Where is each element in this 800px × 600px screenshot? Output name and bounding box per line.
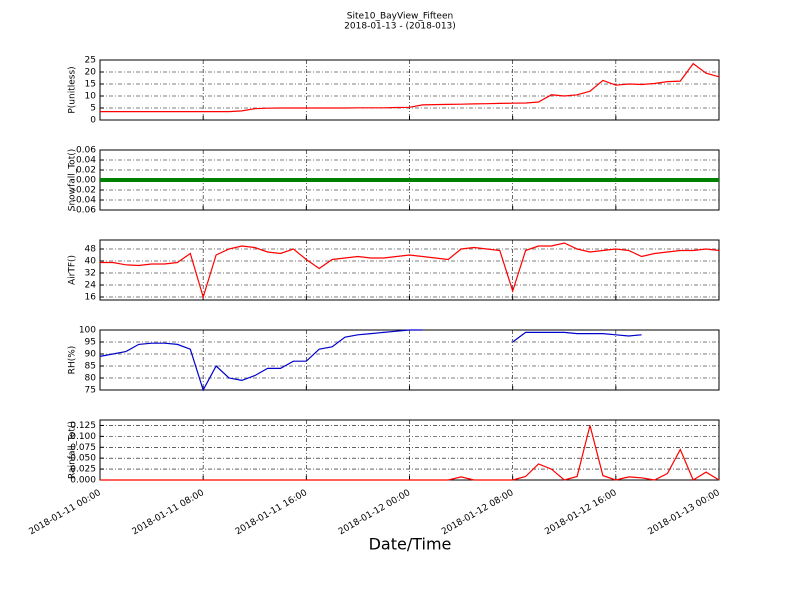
x-tick-label: 2018-01-12 00:00 — [337, 488, 412, 537]
y-tick-label: 0.000 — [70, 476, 96, 486]
y-tick-label: 0.025 — [70, 465, 96, 475]
y-tick-label: 90 — [85, 350, 97, 360]
y-tick-label: 0.02 — [76, 166, 96, 176]
y-axis-label: AirTF() — [68, 255, 78, 285]
y-tick-label: 0.075 — [70, 443, 96, 453]
y-tick-label: 0.050 — [70, 454, 96, 464]
y-tick-label: 32 — [85, 269, 96, 279]
y-tick-label: 100 — [79, 326, 96, 336]
y-tick-label: 85 — [85, 362, 96, 372]
y-tick-label: 0.00 — [76, 176, 96, 186]
x-tick-label: 2018-01-12 16:00 — [543, 488, 618, 537]
y-tick-label: 16 — [85, 293, 97, 303]
chart-title: Site10_BayView_Fifteen — [347, 12, 453, 22]
chart-subtitle: 2018-01-13 - (2018-013) — [344, 22, 456, 32]
y-tick-label: 80 — [85, 374, 97, 384]
y-axis-label: P(unitless) — [68, 66, 78, 113]
x-tick-label: 2018-01-11 00:00 — [28, 488, 103, 537]
y-tick-label: -0.06 — [73, 206, 97, 216]
y-tick-label: 48 — [85, 245, 97, 255]
y-tick-label: 10 — [85, 92, 97, 102]
y-tick-label: 0.04 — [76, 156, 96, 166]
y-tick-label: 40 — [85, 257, 97, 267]
x-tick-label: 2018-01-11 08:00 — [131, 488, 206, 537]
y-tick-label: 5 — [90, 104, 96, 114]
data-line — [100, 425, 720, 481]
y-tick-label: 0.125 — [70, 421, 96, 431]
y-tick-label: 25 — [85, 56, 96, 66]
data-line — [100, 242, 720, 300]
y-axis-label: RH(%) — [68, 346, 78, 375]
x-tick-label: 2018-01-12 08:00 — [440, 488, 515, 537]
y-tick-label: 0.100 — [70, 432, 96, 442]
data-line — [100, 62, 720, 113]
data-line — [99, 329, 642, 392]
y-tick-label: 24 — [85, 281, 97, 291]
y-tick-label: 0.06 — [76, 146, 96, 156]
y-tick-label: 15 — [85, 80, 96, 90]
y-tick-label: -0.02 — [73, 186, 96, 196]
y-axis-label: Snowfall_Tot() — [68, 149, 78, 212]
x-tick-label: 2018-01-11 16:00 — [234, 488, 309, 537]
y-tick-label: -0.04 — [73, 196, 97, 206]
x-tick-label: 2018-01-13 00:00 — [647, 488, 722, 537]
x-axis-label: Date/Time — [369, 535, 452, 554]
y-tick-label: 0 — [90, 116, 96, 126]
y-tick-label: 75 — [85, 386, 96, 396]
y-tick-label: 20 — [85, 68, 97, 78]
y-tick-label: 95 — [85, 338, 96, 348]
y-axis-label: Rainfall_Tot() — [68, 421, 78, 479]
